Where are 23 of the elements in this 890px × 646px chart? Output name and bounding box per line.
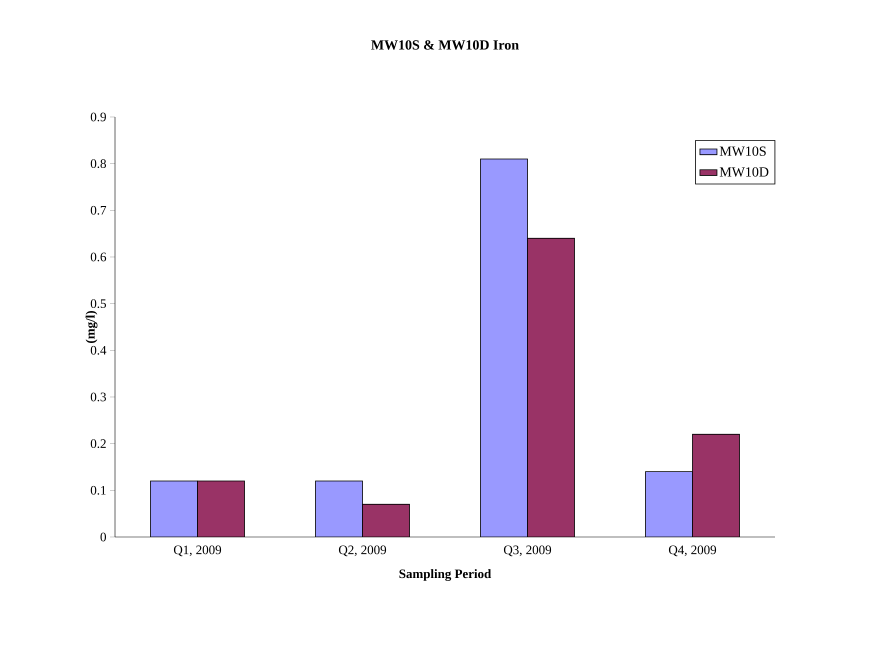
y-tick-label: 0.6 <box>90 252 106 262</box>
legend-label: MW10D <box>720 167 768 177</box>
y-tick-label: 0.8 <box>90 159 106 168</box>
bar <box>692 434 740 537</box>
y-tick-label: 0.5 <box>90 299 106 308</box>
y-tick-label: 0.2 <box>90 439 106 448</box>
bar <box>527 238 575 537</box>
bar <box>362 504 410 537</box>
chart-title: MW10S & MW10D Iron <box>371 40 519 50</box>
x-tick-label: Q1, 2009 <box>174 546 222 556</box>
y-tick-label: 0 <box>100 532 106 542</box>
legend-label: MW10S <box>720 146 766 156</box>
bar <box>197 480 245 537</box>
y-tick-label: 0.3 <box>90 392 106 402</box>
y-axis-title: (mg/l) <box>86 311 98 343</box>
y-tick-label: 0.1 <box>90 486 106 495</box>
y-tick-label: 0.9 <box>90 112 106 122</box>
x-tick-label: Q3, 2009 <box>504 546 552 556</box>
x-tick-label: Q4, 2009 <box>668 546 716 556</box>
y-tick-label: 0.4 <box>90 346 106 355</box>
x-tick-label: Q2, 2009 <box>338 546 386 556</box>
y-tick-label: 0.7 <box>90 206 106 215</box>
x-axis-title: Sampling Period <box>399 569 492 581</box>
